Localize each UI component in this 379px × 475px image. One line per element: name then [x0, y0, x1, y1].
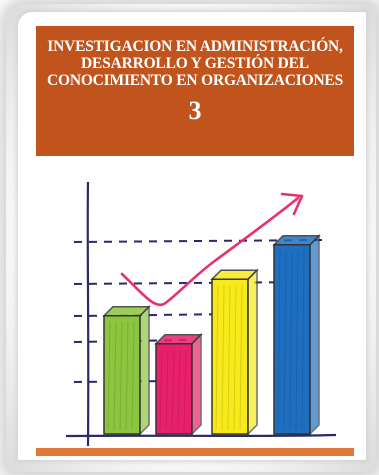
bar-pink — [154, 332, 203, 436]
y-axis — [86, 181, 90, 447]
x-axis — [65, 433, 337, 438]
bar-yellow — [210, 268, 259, 436]
cover-footer-strip — [36, 448, 354, 456]
trend-arrow-head — [280, 192, 304, 216]
title-line-3: CONOCIMIENTO EN ORGANIZACIONES — [46, 72, 343, 89]
cover-title: INVESTIGACION EN ADMINISTRACIÓN, DESARRO… — [36, 26, 354, 89]
grid-line-3 — [73, 313, 237, 317]
volume-number: 3 — [188, 96, 202, 125]
cover-header: INVESTIGACION EN ADMINISTRACIÓN, DESARRO… — [36, 26, 354, 156]
bars — [102, 233, 321, 436]
title-line-1: INVESTIGACION EN ADMINISTRACIÓN, — [47, 38, 343, 55]
book-cover: INVESTIGACION EN ADMINISTRACIÓN, DESARRO… — [36, 24, 354, 454]
chart-illustration — [65, 181, 337, 447]
bar-blue — [272, 233, 321, 436]
trend-arrow — [120, 196, 300, 307]
title-line-2: DESARROLLO Y GESTIÓN DEL — [81, 55, 309, 72]
bar-green — [102, 304, 151, 436]
